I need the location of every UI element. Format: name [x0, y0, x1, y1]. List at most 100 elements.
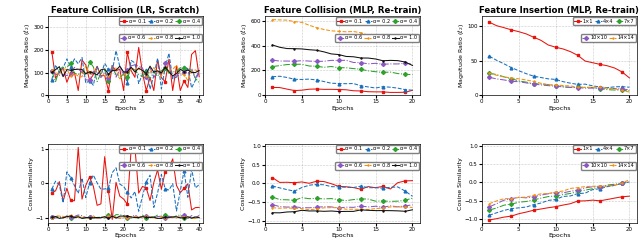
α= 0.8: [291, 20, 298, 23]
α= 0.2: [143, 180, 150, 183]
α= 0.4: [184, 216, 191, 219]
α= 0.1: [409, 179, 417, 182]
α= 0.8: [63, 68, 71, 71]
α= 0.4: [349, 198, 357, 201]
10×10: [611, 87, 618, 90]
4×4: [566, 82, 574, 85]
Y-axis label: Cosine Similarity: Cosine Similarity: [29, 157, 35, 210]
10×10: [611, 184, 618, 187]
α= 0.4: [173, 214, 180, 217]
α= 0.6: [335, 59, 342, 62]
α= 0.8: [131, 69, 139, 72]
α= 0.4: [357, 197, 365, 200]
4×4: [574, 83, 582, 86]
α= 0.4: [74, 214, 82, 217]
α= 0.1: [48, 191, 56, 194]
α= 0.1: [60, 199, 67, 202]
α= 0.1: [82, 63, 90, 66]
α= 0.8: [70, 217, 78, 220]
α= 0.1: [116, 195, 124, 198]
α= 0.4: [135, 73, 143, 76]
α= 1.0: [357, 57, 365, 60]
7×7: [530, 198, 538, 201]
α= 0.4: [328, 197, 335, 200]
α= 0.1: [60, 66, 67, 69]
1×1: [500, 26, 508, 29]
α= 0.6: [180, 71, 188, 74]
α= 0.4: [116, 213, 124, 216]
α= 0.4: [165, 72, 173, 75]
α= 1.0: [90, 71, 97, 74]
α= 0.1: [177, 191, 184, 194]
α= 0.6: [328, 59, 335, 62]
α= 0.6: [188, 67, 195, 70]
α= 0.2: [284, 76, 291, 79]
α= 0.2: [135, 210, 143, 213]
α= 1.0: [60, 75, 67, 78]
α= 1.0: [93, 73, 101, 76]
α= 0.6: [184, 217, 191, 220]
α= 1.0: [108, 69, 116, 72]
4×4: [537, 76, 545, 79]
α= 0.1: [165, 167, 173, 170]
4×4: [500, 209, 508, 212]
α= 0.1: [131, 76, 139, 79]
Line: 7×7: 7×7: [488, 181, 631, 211]
α= 1.0: [364, 57, 372, 60]
Line: α= 0.6: α= 0.6: [271, 59, 414, 66]
α= 0.4: [387, 70, 394, 73]
α= 0.8: [124, 71, 131, 74]
α= 0.2: [305, 184, 313, 187]
α= 1.0: [93, 216, 101, 219]
α= 0.1: [372, 186, 380, 189]
α= 0.2: [97, 73, 105, 76]
14×14: [515, 196, 523, 199]
α= 0.8: [313, 207, 321, 210]
14×14: [581, 185, 589, 188]
Line: 1×1: 1×1: [488, 195, 631, 221]
α= 0.6: [93, 71, 101, 74]
α= 1.0: [139, 215, 147, 218]
α= 0.8: [165, 69, 173, 72]
α= 0.2: [173, 76, 180, 79]
Line: α= 0.4: α= 0.4: [271, 195, 414, 203]
Y-axis label: Cosine Similarity: Cosine Similarity: [241, 157, 246, 210]
α= 0.4: [127, 66, 135, 69]
10×10: [522, 196, 530, 199]
α= 0.6: [48, 215, 56, 218]
α= 0.1: [188, 53, 195, 56]
Line: α= 1.0: α= 1.0: [51, 215, 200, 220]
α= 1.0: [143, 72, 150, 75]
1×1: [552, 205, 559, 208]
α= 0.1: [124, 51, 131, 54]
α= 0.6: [409, 203, 417, 206]
10×10: [552, 191, 559, 194]
α= 0.4: [268, 195, 276, 198]
X-axis label: Epochs: Epochs: [548, 106, 571, 111]
α= 1.0: [401, 210, 409, 213]
α= 0.4: [180, 216, 188, 219]
α= 0.8: [349, 208, 357, 211]
α= 1.0: [357, 208, 365, 211]
α= 0.6: [157, 215, 165, 218]
1×1: [566, 202, 574, 205]
α= 0.6: [48, 70, 56, 73]
α= 0.1: [357, 188, 365, 191]
α= 0.1: [357, 89, 365, 92]
14×14: [522, 78, 530, 81]
α= 0.4: [139, 214, 147, 217]
7×7: [589, 187, 596, 190]
α= 0.2: [401, 189, 409, 192]
α= 0.6: [177, 216, 184, 219]
α= 1.0: [112, 217, 120, 220]
α= 0.4: [191, 216, 199, 219]
10×10: [618, 182, 626, 185]
α= 0.4: [284, 63, 291, 66]
α= 0.1: [104, 89, 112, 92]
α= 0.4: [342, 199, 350, 202]
α= 0.4: [104, 80, 112, 83]
α= 0.2: [157, 87, 165, 90]
α= 0.8: [56, 73, 63, 76]
7×7: [537, 82, 545, 85]
α= 0.4: [150, 216, 157, 219]
